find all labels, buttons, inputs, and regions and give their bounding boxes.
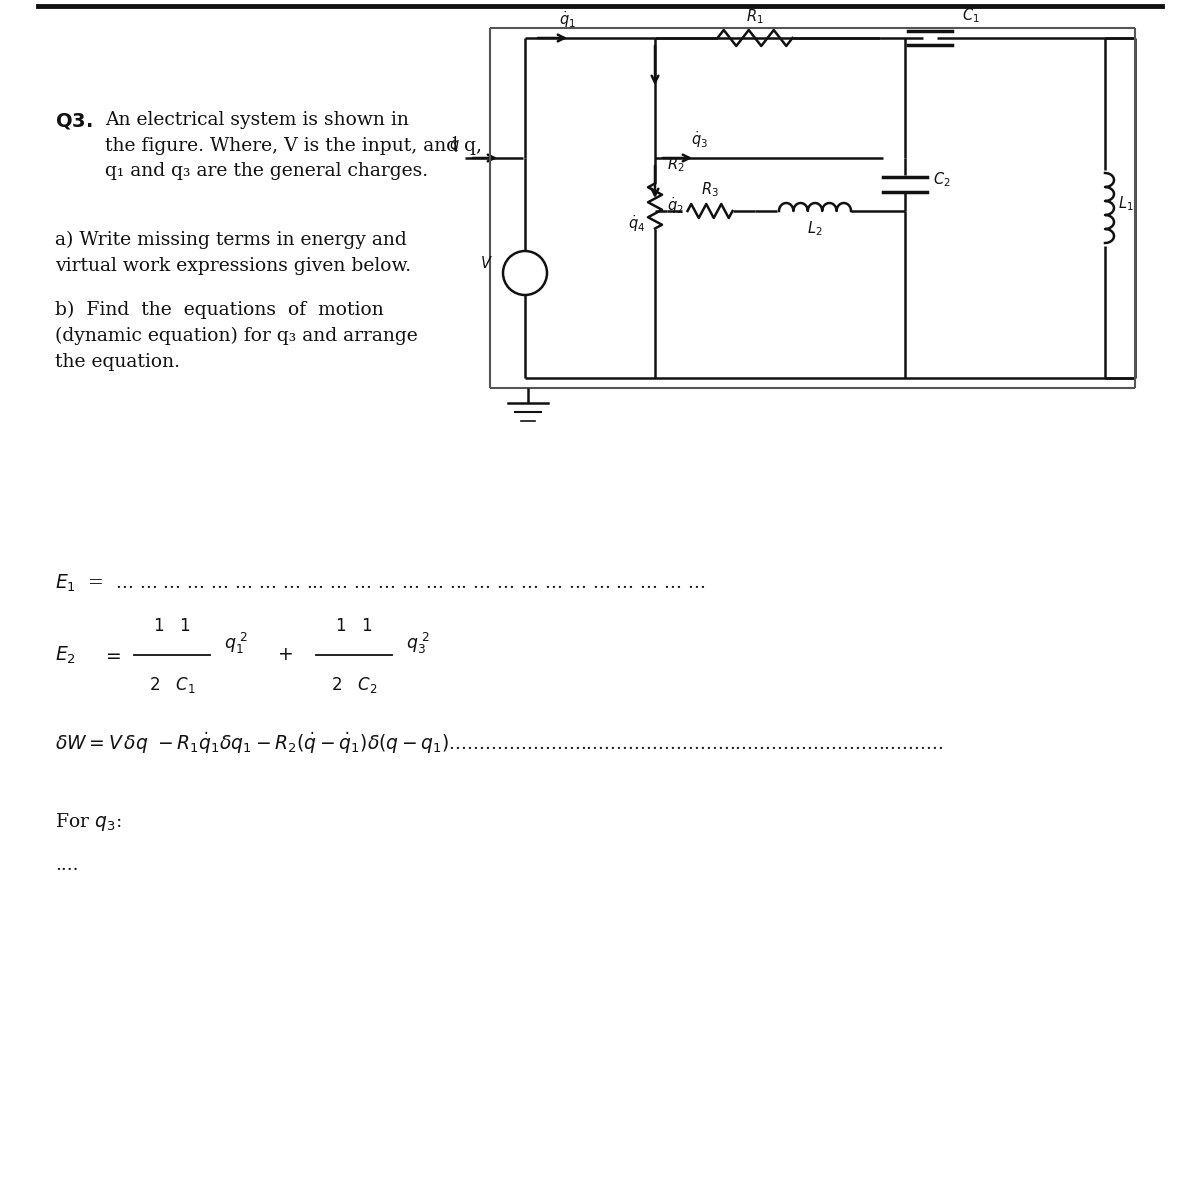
Text: $\dot{q}_1$: $\dot{q}_1$ — [558, 10, 576, 30]
Text: $L_2$: $L_2$ — [808, 220, 823, 237]
Text: $V$: $V$ — [480, 255, 493, 271]
Text: $+$: $+$ — [277, 645, 293, 665]
Text: $L_1$: $L_1$ — [1118, 194, 1134, 212]
Text: $2 \quad C_1$: $2 \quad C_1$ — [149, 675, 196, 696]
Text: $2 \quad C_2$: $2 \quad C_2$ — [331, 675, 377, 696]
Text: $\dot{q}_2$: $\dot{q}_2$ — [667, 196, 684, 216]
Text: $C_2$: $C_2$ — [934, 171, 950, 190]
Text: An electrical system is shown in
the figure. Where, V is the input, and q,
q₁ an: An electrical system is shown in the fig… — [106, 111, 482, 180]
Text: $\dot{q}_4$: $\dot{q}_4$ — [628, 214, 646, 234]
Text: $\dot{q}$: $\dot{q}$ — [449, 134, 460, 155]
Text: $R_1$: $R_1$ — [746, 7, 764, 26]
Text: a) Write missing terms in energy and
virtual work expressions given below.: a) Write missing terms in energy and vir… — [55, 231, 412, 274]
Text: $1 \quad 1$: $1 \quad 1$ — [335, 618, 373, 635]
Text: $C_1$: $C_1$ — [962, 6, 979, 25]
Text: For $q_3$:: For $q_3$: — [55, 811, 121, 833]
Text: $\delta W = V\,\delta q$$\ -R_1\dot{q}_1\delta q_1 - R_2(\dot{q}-\dot{q}_1)\delt: $\delta W = V\,\delta q$$\ -R_1\dot{q}_1… — [55, 731, 943, 756]
Text: $1 \quad 1$: $1 \quad 1$ — [154, 618, 191, 635]
Text: $=$: $=$ — [102, 645, 121, 665]
Text: $R_2$: $R_2$ — [667, 155, 684, 174]
Text: $q_3^{\ 2}$: $q_3^{\ 2}$ — [406, 630, 431, 655]
Text: $E_2$: $E_2$ — [55, 644, 76, 666]
Text: b)  Find  the  equations  of  motion
(dynamic equation) for q₃ and arrange
the e: b) Find the equations of motion (dynamic… — [55, 301, 418, 371]
Text: $R_3$: $R_3$ — [701, 180, 719, 199]
Text: $q_1^{\ 2}$: $q_1^{\ 2}$ — [224, 630, 248, 655]
Text: ....: .... — [55, 857, 78, 874]
Text: $\mathbf{Q3.}$: $\mathbf{Q3.}$ — [55, 111, 92, 131]
Text: $E_1$  =  ... ... ... ... ... ... ... ... ... ... ... ... ... ... ... ... ... ..: $E_1$ = ... ... ... ... ... ... ... ... … — [55, 573, 706, 594]
Text: $\dot{q}_3$: $\dot{q}_3$ — [691, 129, 708, 150]
